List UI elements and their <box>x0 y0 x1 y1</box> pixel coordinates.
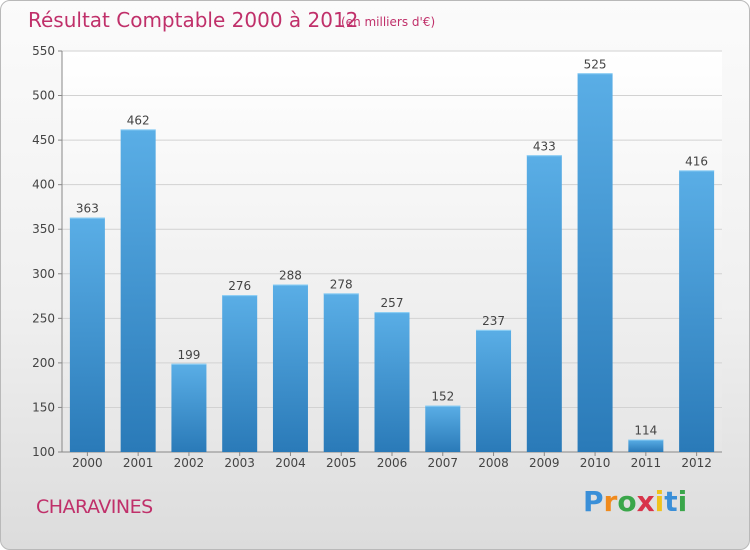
bar-2003 <box>222 295 258 452</box>
chart-subtitle: (en milliers d'€) <box>341 15 436 29</box>
y-tick-label: 350 <box>32 222 55 236</box>
bar-2010 <box>577 73 613 453</box>
bar-value-label: 276 <box>228 279 251 293</box>
y-tick-label: 550 <box>32 44 55 58</box>
bar-2004 <box>272 284 308 452</box>
y-tick-label: 150 <box>32 400 55 414</box>
bar-2012 <box>679 170 715 453</box>
y-tick-label: 300 <box>32 267 55 281</box>
logo-letter: x <box>636 485 655 518</box>
bar-2000 <box>69 217 105 452</box>
bar-2011 <box>628 439 664 452</box>
x-tick-label: 2000 <box>72 456 103 470</box>
bar-2002 <box>171 363 207 452</box>
bar-value-label: 462 <box>127 113 150 127</box>
y-tick-label: 450 <box>32 133 55 147</box>
logo-letter: r <box>603 485 618 518</box>
x-tick-label: 2006 <box>377 456 408 470</box>
y-tick-label: 500 <box>32 89 55 103</box>
x-tick-label: 2002 <box>174 456 205 470</box>
logo-letter: P <box>583 485 604 518</box>
bar-2008 <box>476 329 512 452</box>
x-tick-label: 2005 <box>326 456 357 470</box>
bar-value-label: 278 <box>330 277 353 291</box>
x-tick-label: 2010 <box>580 456 611 470</box>
logo-letter: i <box>677 485 688 518</box>
bar-2005 <box>323 293 359 452</box>
bar-value-label: 237 <box>482 314 505 328</box>
bar-value-label: 433 <box>533 139 556 153</box>
bar-value-label: 525 <box>584 57 607 71</box>
bar-value-label: 363 <box>76 202 99 216</box>
logo-letter: i <box>654 485 665 518</box>
bar-value-label: 199 <box>177 348 200 362</box>
x-tick-label: 2008 <box>478 456 509 470</box>
bar-value-label: 114 <box>634 424 657 438</box>
y-tick-label: 250 <box>32 311 55 325</box>
bar-value-label: 152 <box>431 390 454 404</box>
bar-2001 <box>120 129 156 452</box>
logo-letter: t <box>664 485 678 518</box>
bar-2006 <box>374 312 410 452</box>
x-tick-label: 2001 <box>123 456 154 470</box>
x-tick-label: 2007 <box>427 456 458 470</box>
x-tick-label: 2009 <box>529 456 560 470</box>
y-tick-label: 100 <box>32 445 55 459</box>
bar-value-label: 288 <box>279 268 302 282</box>
place-name: CHARAVINES <box>36 496 153 518</box>
chart-title: Résultat Comptable 2000 à 2012 <box>28 8 359 32</box>
bar-2009 <box>526 155 562 452</box>
bar-value-label: 416 <box>685 154 708 168</box>
proxiti-logo: Proxiti <box>583 485 687 518</box>
x-tick-label: 2004 <box>275 456 306 470</box>
y-tick-label: 200 <box>32 356 55 370</box>
x-tick-label: 2012 <box>681 456 712 470</box>
logo-letter: o <box>617 485 637 518</box>
x-tick-label: 2011 <box>631 456 662 470</box>
y-tick-label: 400 <box>32 178 55 192</box>
x-tick-label: 2003 <box>224 456 255 470</box>
bar-value-label: 257 <box>381 296 404 310</box>
bar-2007 <box>425 405 461 452</box>
